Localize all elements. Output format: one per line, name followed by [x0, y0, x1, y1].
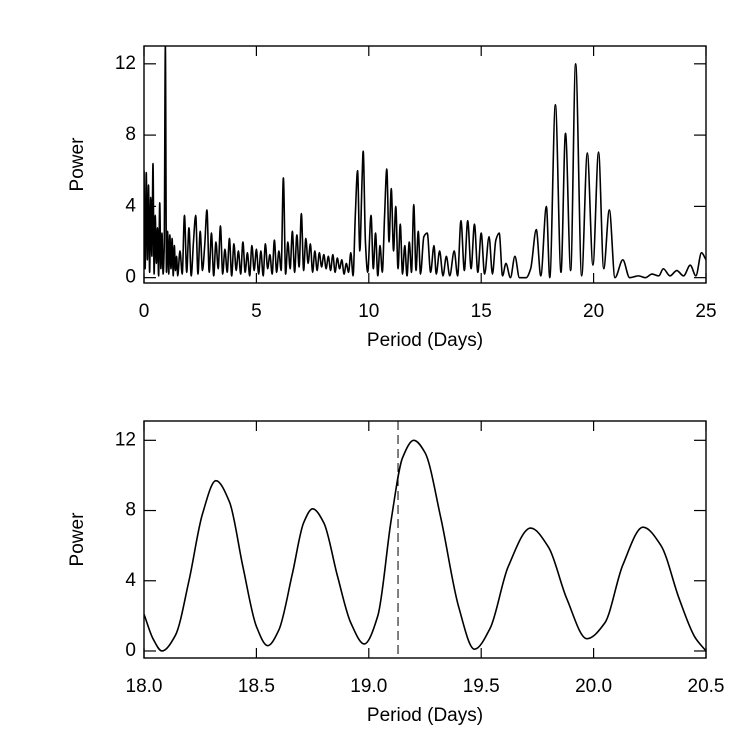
data-line — [144, 439, 706, 652]
x-tick-label: 20.0 — [575, 676, 612, 697]
x-tick-label: 20 — [583, 301, 604, 322]
x-tick-label: 15 — [471, 301, 492, 322]
x-tick-label: 10 — [358, 301, 379, 322]
x-tick-label: 18.0 — [126, 676, 163, 697]
y-tick-label: 4 — [125, 570, 136, 591]
panel: 18.0 18.5 19.0 19.5 20.0 20.5 0 4 8 12 Period (Day… — [67, 420, 725, 726]
x-tick-label: 25 — [695, 301, 716, 322]
y-axis-label: Power — [67, 137, 88, 192]
plot-frame — [143, 45, 707, 284]
x-tick-label: 18.5 — [238, 676, 275, 697]
y-axis-label: Power — [67, 512, 88, 567]
y-tick-label: 8 — [125, 500, 136, 521]
y-tick-label: 12 — [115, 53, 136, 74]
x-tick-label: 20.5 — [688, 676, 725, 697]
x-tick-label: 19.5 — [463, 676, 500, 697]
x-tick-label: 0 — [139, 301, 150, 322]
x-axis-label: Period (Days) — [367, 330, 483, 351]
x-tick-label: 19.0 — [350, 676, 387, 697]
y-tick-label: 8 — [125, 124, 136, 145]
y-tick-label: 4 — [125, 195, 136, 216]
y-tick-label: 0 — [125, 267, 136, 288]
y-tick-label: 0 — [125, 640, 136, 661]
data-line — [144, 46, 706, 279]
x-tick-label: 5 — [251, 301, 262, 322]
x-axis-label: Period (Days) — [367, 705, 483, 726]
y-tick-label: 12 — [115, 429, 136, 450]
plot-frame — [143, 420, 707, 659]
panel: 0 5 10 15 20 25 0 4 8 12 Period (Days) Power — [67, 45, 717, 351]
